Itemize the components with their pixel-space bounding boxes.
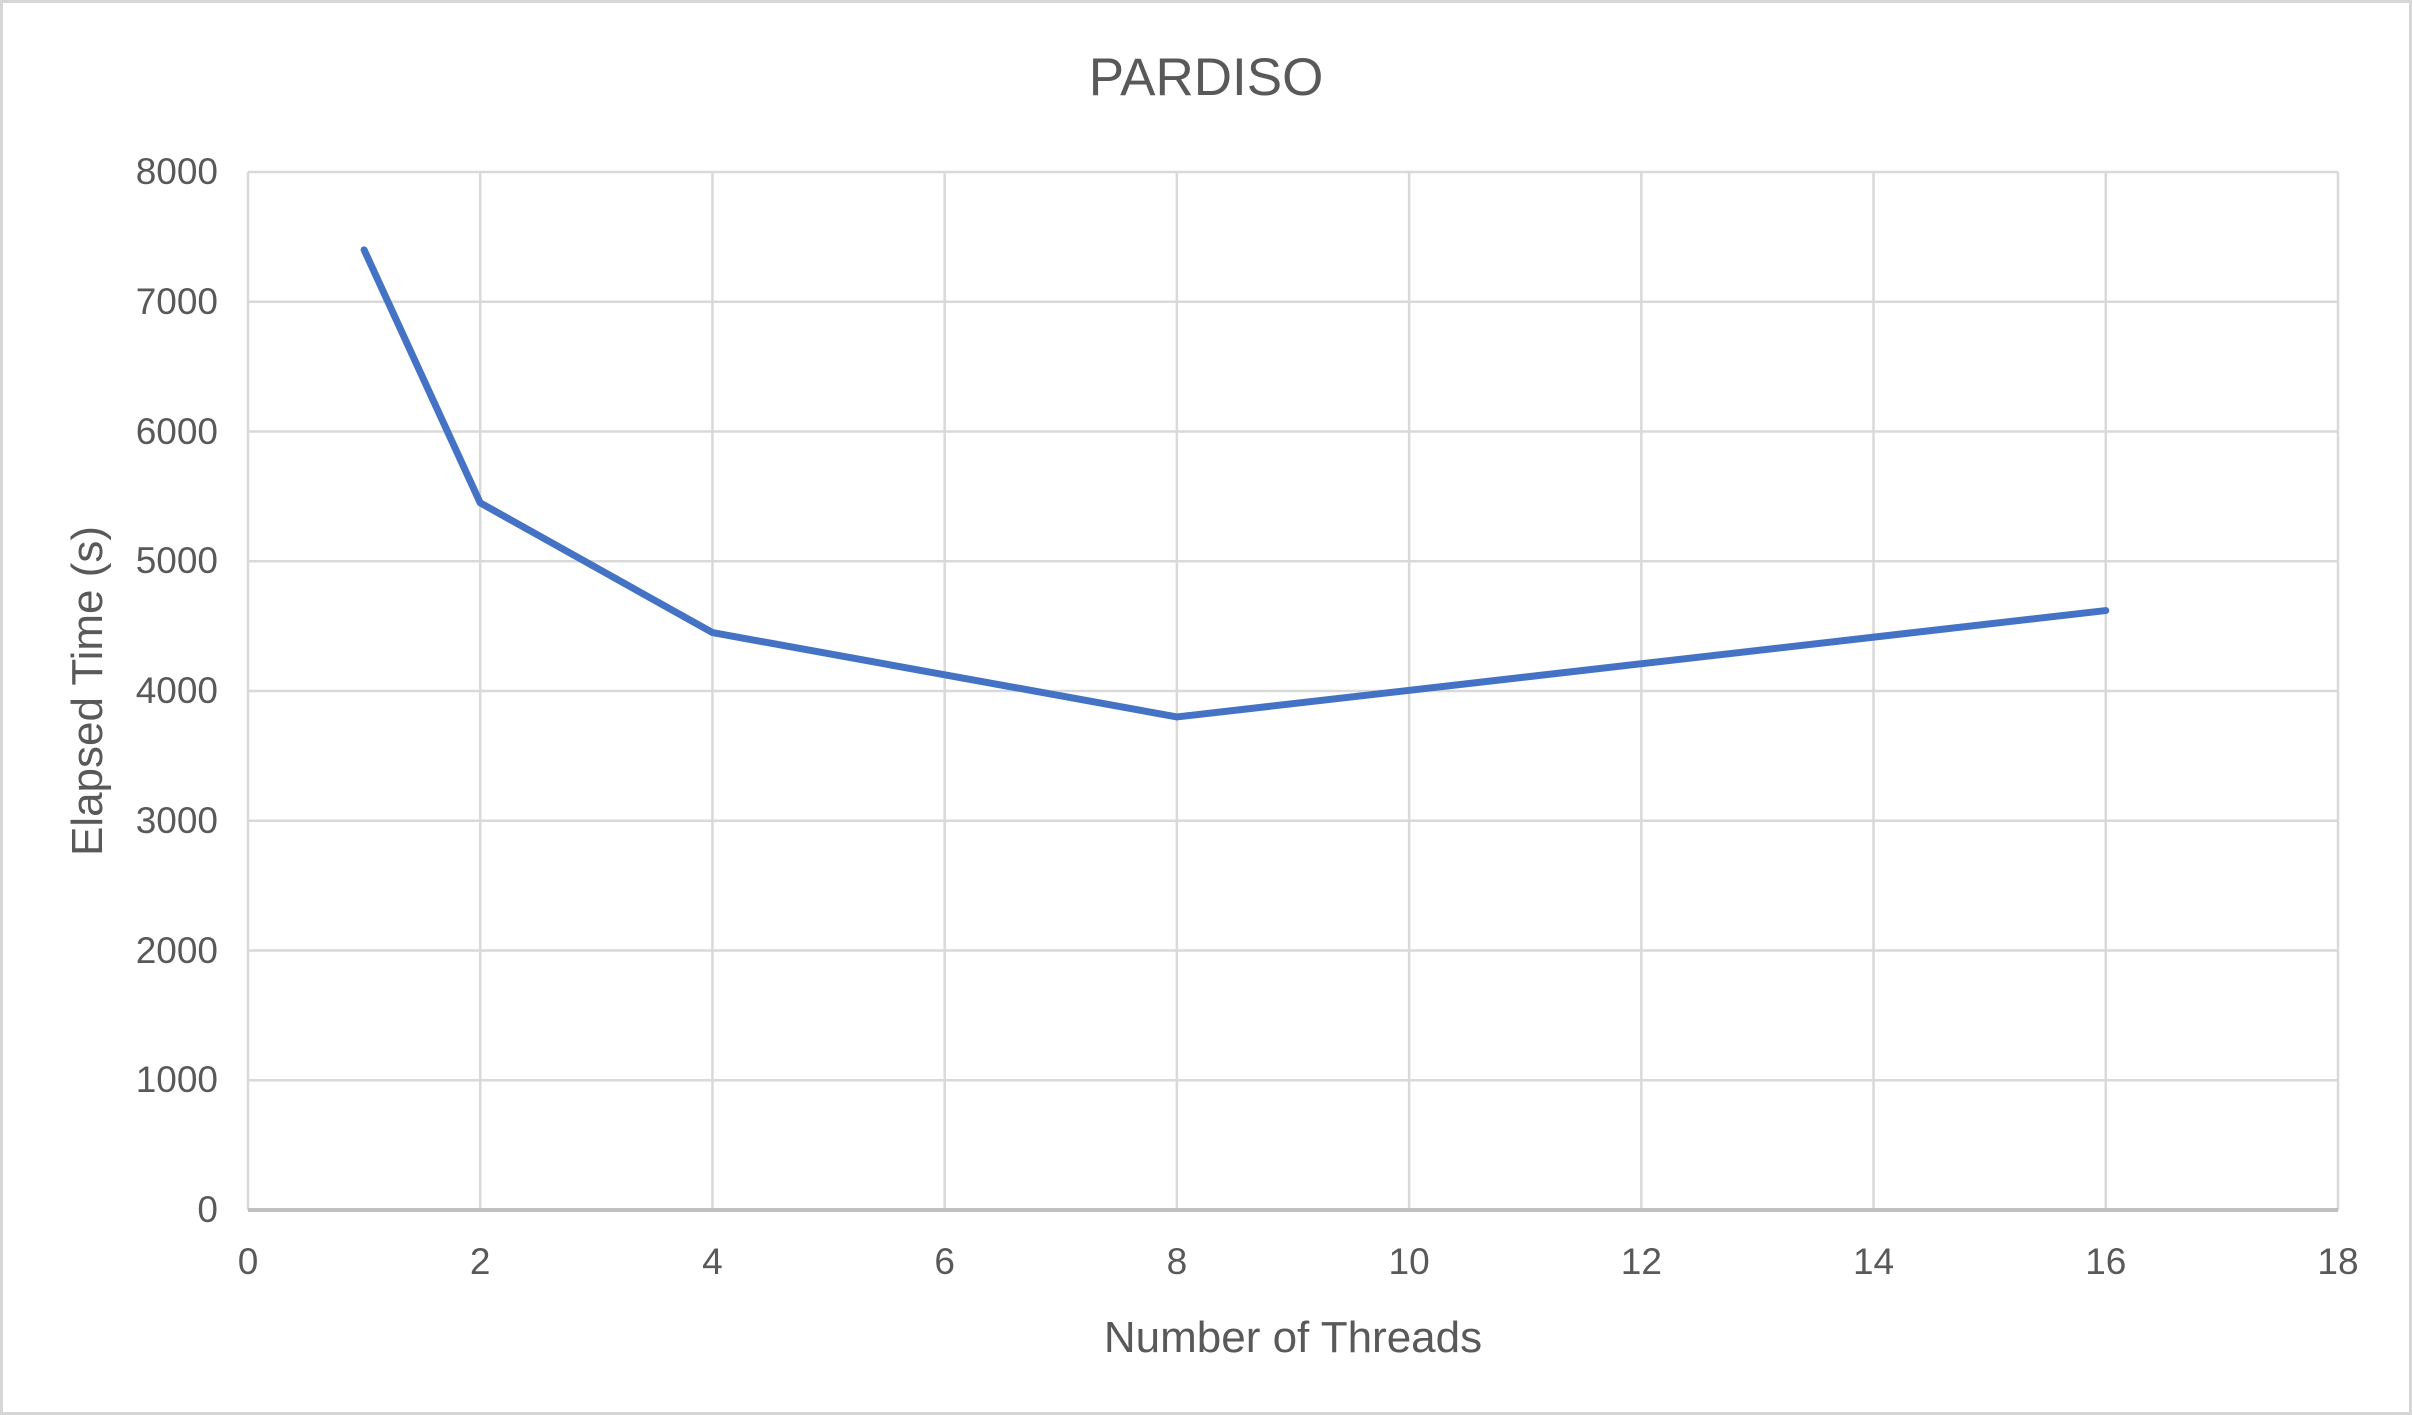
y-tick-label: 5000 [135,540,218,582]
x-tick-label: 12 [1620,1241,1662,1282]
x-tick-label: 4 [702,1241,723,1282]
x-tick-label: 16 [2085,1241,2127,1282]
y-tick-label: 4000 [135,670,218,711]
y-axis-title: Elapsed Time (s) [63,525,112,857]
x-tick-label: 18 [2317,1241,2359,1282]
x-tick-label: 8 [1166,1241,1188,1282]
x-tick-label: 0 [237,1241,259,1282]
y-tick-label: 8000 [135,151,218,192]
y-tick-label: 7000 [135,280,218,322]
x-tick-label: 2 [469,1241,491,1282]
y-tick-label: 1000 [135,1059,218,1101]
plot-area [246,170,2340,1212]
data-series-line [360,246,2110,721]
y-tick-label: 0 [197,1189,218,1230]
chart-title: PARDISO [1088,48,1324,107]
x-axis-title: Number of Threads [1103,1313,1483,1362]
plot-svg [246,170,2340,1212]
x-tick-label: 14 [1852,1241,1895,1282]
y-tick-label: 6000 [135,410,218,452]
x-tick-label: 10 [1388,1241,1430,1282]
y-tick-label: 3000 [135,799,218,841]
x-tick-label: 6 [934,1241,955,1282]
y-tick-label: 2000 [135,929,218,971]
